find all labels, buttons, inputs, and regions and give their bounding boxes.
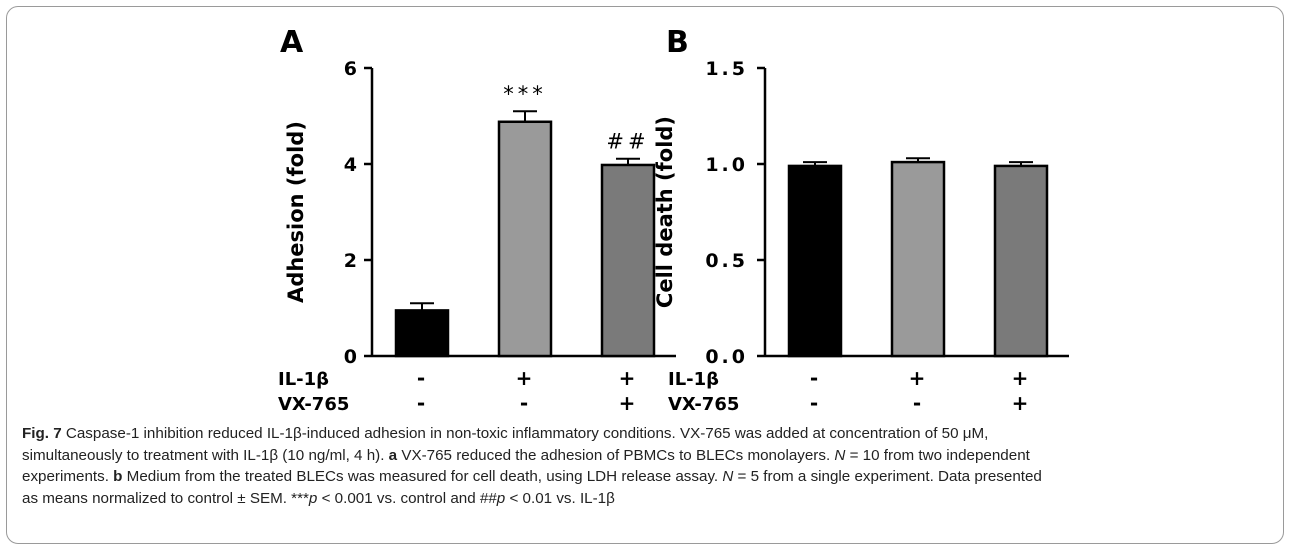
panel-b-treatment-mark: + xyxy=(1012,366,1029,390)
caption-panel-a-label: a xyxy=(388,446,398,464)
panel-a-significance-label: ## xyxy=(606,130,649,154)
panel-a-y-tick-label: 4 xyxy=(344,154,357,176)
caption-text-4a: as means normalized to control ± SEM. **… xyxy=(22,489,309,507)
panel-a-treatment-mark: - xyxy=(417,391,425,415)
panel-a-treatment-name: IL-1β xyxy=(278,369,329,390)
panel-a-treatment-mark: + xyxy=(516,366,533,390)
caption-line-2: simultaneously to treatment with IL-1β (… xyxy=(22,445,1272,467)
panel-b-bar xyxy=(890,160,946,358)
caption-text-3c: = 5 from a single experiment. Data prese… xyxy=(733,468,1042,485)
panel-b-treatment-name: IL-1β xyxy=(668,369,719,390)
caption-text-1: Caspase-1 inhibition reduced IL-1β-induc… xyxy=(61,425,989,442)
panel-b-y-tick-label: 0.0 xyxy=(705,346,748,368)
panel-b-y-tick-label: 0.5 xyxy=(705,250,748,272)
caption-panel-b-label: b xyxy=(113,468,123,485)
panel-a-treatment-mark: + xyxy=(619,391,636,415)
caption-text-4c: < 0.01 vs. IL-1β xyxy=(505,489,615,507)
panel-a-bar xyxy=(600,163,656,358)
panel-b-bar xyxy=(993,164,1049,358)
panel-b-treatment-mark: + xyxy=(1012,391,1029,415)
caption-text-4b: < 0.001 vs. control and ## xyxy=(317,489,497,507)
panel-b-bar xyxy=(787,164,843,358)
caption-text-3a: experiments. xyxy=(22,468,114,485)
caption-n-symbol: N xyxy=(834,446,846,464)
figure-frame xyxy=(6,6,1284,544)
panel-b-y-axis-label: Cell death (fold) xyxy=(653,116,677,308)
caption-p-symbol: p xyxy=(496,489,506,507)
panel-a-y-tick-label: 6 xyxy=(344,58,357,80)
caption-text-2a: simultaneously to treatment with IL-1β (… xyxy=(22,446,389,464)
panel-b-y-tick-label: 1.0 xyxy=(705,154,748,176)
panel-a-bar xyxy=(497,120,553,358)
panel-a-treatment-mark: + xyxy=(619,366,636,390)
caption-text-2c: = 10 from two independent xyxy=(845,446,1030,464)
panel-b-treatment-name: VX-765 xyxy=(668,394,739,415)
caption-text-2b: VX-765 reduced the adhesion of PBMCs to … xyxy=(397,446,835,464)
panel-b-label: B xyxy=(666,25,689,60)
figure-label: Fig. 7 xyxy=(22,425,62,442)
figure-caption: Fig. 7 Caspase-1 inhibition reduced IL-1… xyxy=(22,423,1272,509)
panel-a-treatment-name: VX-765 xyxy=(278,394,349,415)
panel-a-significance-label: *** xyxy=(503,82,547,106)
panel-a-y-tick-label: 0 xyxy=(344,346,357,368)
panel-a-bar xyxy=(394,309,450,358)
panel-a-y-tick-label: 2 xyxy=(344,250,357,272)
panel-b-treatment-mark: + xyxy=(909,366,926,390)
caption-n-symbol: N xyxy=(722,468,734,485)
caption-p-symbol: p xyxy=(308,489,318,507)
caption-line-4: as means normalized to control ± SEM. **… xyxy=(22,488,1272,510)
panel-a-label: A xyxy=(280,25,304,60)
panel-b-treatment-mark: - xyxy=(810,366,818,390)
caption-text-3b: Medium from the treated BLECs was measur… xyxy=(122,468,723,485)
panel-a-treatment-mark: - xyxy=(520,391,528,415)
panel-a-y-axis-label: Adhesion (fold) xyxy=(284,121,308,303)
panel-b-treatment-mark: - xyxy=(913,391,921,415)
caption-line-3: experiments. b Medium from the treated B… xyxy=(22,466,1272,488)
panel-b-treatment-mark: - xyxy=(810,391,818,415)
panel-b-y-tick-label: 1.5 xyxy=(705,58,748,80)
caption-line-1: Fig. 7 Caspase-1 inhibition reduced IL-1… xyxy=(22,423,1272,445)
panel-a-treatment-mark: - xyxy=(417,366,425,390)
